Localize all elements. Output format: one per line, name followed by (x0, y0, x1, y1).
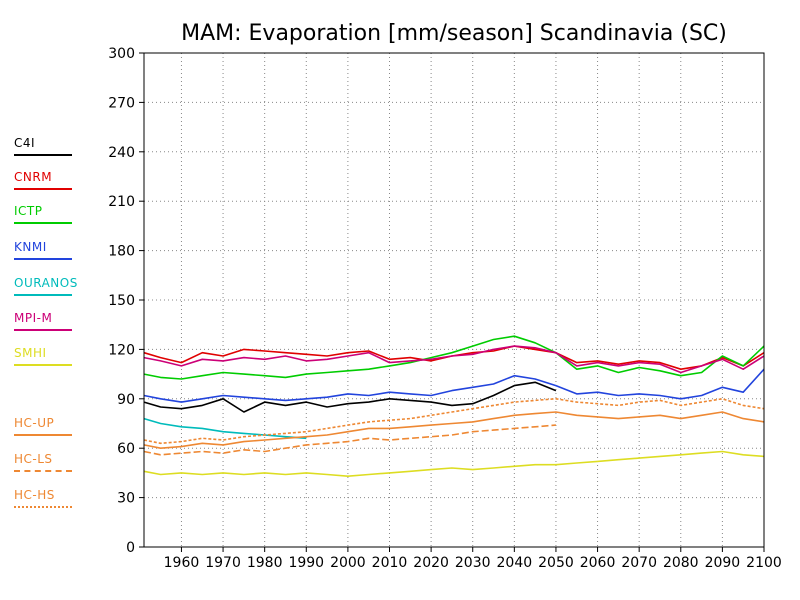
series-line-ictp (143, 335, 765, 380)
y-tick-label: 0 (126, 540, 135, 556)
x-tick-label: 2060 (580, 555, 616, 571)
legend-label: KNMI (14, 240, 47, 254)
x-tick-label: 2040 (497, 555, 533, 571)
legend-label: HC-HS (14, 488, 55, 502)
legend-label: CNRM (14, 170, 53, 184)
legend-swatch (14, 506, 72, 508)
x-tick-label: 2090 (705, 555, 741, 571)
legend-label: MPI-M (14, 311, 53, 325)
y-tick-label: 240 (108, 145, 135, 161)
series-line-smhi (143, 450, 765, 478)
legend-label: HC-LS (14, 452, 53, 466)
y-tick-label: 120 (108, 342, 135, 358)
legend-swatch (14, 294, 72, 296)
chart-title: MAM: Evaporation [mm/season] Scandinavia… (181, 21, 727, 46)
legend-swatch (14, 154, 72, 156)
legend-label: OURANOS (14, 276, 78, 290)
x-tick-label: 2100 (746, 555, 782, 571)
series-line-c4i (143, 381, 557, 413)
legend-swatch (14, 364, 72, 366)
x-axis: 1960 1970 1980 1990 2000 2010 2020 2030 2040 2050… (164, 547, 782, 571)
x-tick-label: 2000 (330, 555, 366, 571)
legend-swatch (14, 258, 72, 260)
x-tick-label: 1980 (247, 555, 283, 571)
y-tick-label: 210 (108, 194, 135, 210)
x-tick-label: 1960 (164, 555, 200, 571)
series-line-hc-ls (143, 424, 556, 456)
x-tick-label: 2050 (538, 555, 574, 571)
legend-swatch (14, 434, 72, 436)
legend-swatch (14, 188, 72, 190)
x-tick-label: 2080 (663, 555, 699, 571)
series-line-hc-up (143, 411, 765, 450)
x-tick-label: 2020 (413, 555, 449, 571)
series-line-knmi (143, 368, 765, 403)
legend-label: ICTP (14, 204, 43, 218)
legend-label: C4I (14, 136, 36, 150)
grid-lines (144, 53, 764, 547)
y-axis: 0 30 60 90 120 150 180 210 240 270 300 (108, 46, 144, 556)
y-tick-label: 60 (117, 441, 135, 457)
series-layer (143, 335, 765, 478)
legend: C4I CNRM ICTP KNMI OURANOS MPI-M SMHI HC… (14, 0, 104, 600)
x-tick-label: 2030 (455, 555, 491, 571)
legend-swatch (14, 470, 72, 472)
series-line-ouranos (143, 417, 307, 440)
y-tick-label: 270 (108, 95, 135, 111)
series-line-hc-hs (143, 397, 765, 445)
y-tick-label: 150 (108, 293, 135, 309)
y-tick-label: 30 (117, 491, 135, 507)
x-tick-label: 2070 (621, 555, 657, 571)
y-tick-label: 300 (108, 46, 135, 62)
x-tick-label: 1990 (288, 555, 324, 571)
series-line-mpi-m (143, 345, 765, 374)
x-tick-label: 1970 (205, 555, 241, 571)
legend-swatch (14, 329, 72, 331)
legend-label: HC-UP (14, 416, 55, 430)
legend-label: SMHI (14, 346, 47, 360)
legend-swatch (14, 222, 72, 224)
y-tick-label: 180 (108, 244, 135, 260)
x-tick-label: 2010 (372, 555, 408, 571)
y-tick-label: 90 (117, 392, 135, 408)
